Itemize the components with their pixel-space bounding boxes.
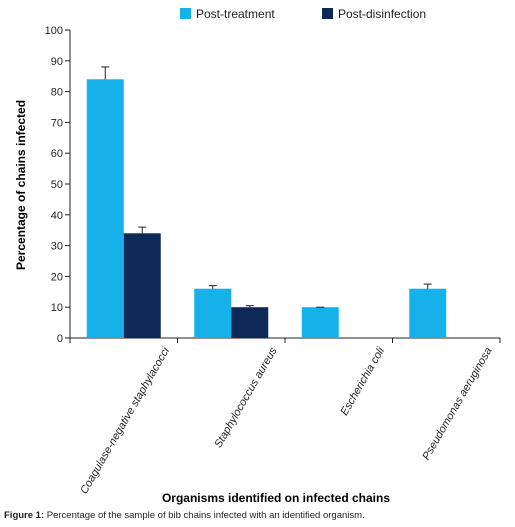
y-tick-label: 60 <box>51 148 63 160</box>
y-tick-label: 50 <box>51 179 63 191</box>
legend-swatch <box>180 8 191 19</box>
y-tick-label: 10 <box>51 302 63 314</box>
x-tick-label: Pseudomonas aeruginosa <box>420 346 494 463</box>
bar-post-treatment-3 <box>409 288 447 338</box>
error-bars <box>101 66 432 308</box>
y-tick-label: 30 <box>51 241 63 253</box>
y-tick-label: 100 <box>45 25 63 37</box>
y-tick-label: 80 <box>51 87 63 99</box>
x-tick-label: Staphylococcus aureus <box>212 345 280 450</box>
x-axis: Coagulase-negative staphylacocci Staphylo… <box>69 337 501 496</box>
caption-label: Figure 1: <box>4 510 45 521</box>
x-axis-title: Organisms identified on infected chains <box>162 491 390 505</box>
caption-text: Percentage of the sample of bib chains i… <box>44 510 365 521</box>
legend-label: Post-disinfection <box>338 7 426 21</box>
y-tick-label: 0 <box>57 333 63 345</box>
x-tick-label: Escherichia coli <box>338 345 387 418</box>
bars <box>86 79 447 338</box>
y-tick-label: 40 <box>51 210 63 222</box>
legend-label: Post-treatment <box>196 7 275 21</box>
bar-post-treatment-2 <box>301 307 339 338</box>
y-axis: 0 10 20 30 40 50 60 70 80 90 100 <box>45 25 71 345</box>
figure-caption: Figure 1: Percentage of the sample of bi… <box>4 510 365 521</box>
y-tick-label: 90 <box>51 56 63 68</box>
legend: Post-treatment Post-disinfection <box>180 7 426 21</box>
bar-post-disinfection-1 <box>231 307 269 338</box>
x-tick-label: Coagulase-negative staphylacocci <box>78 345 172 496</box>
bar-post-disinfection-0 <box>123 233 161 338</box>
y-tick-label: 20 <box>51 271 63 283</box>
bar-post-treatment-1 <box>194 288 232 338</box>
legend-swatch <box>322 8 333 19</box>
y-tick-label: 70 <box>51 117 63 129</box>
y-axis-title: Percentage of chains infected <box>14 100 28 270</box>
bar-post-treatment-0 <box>86 79 124 338</box>
